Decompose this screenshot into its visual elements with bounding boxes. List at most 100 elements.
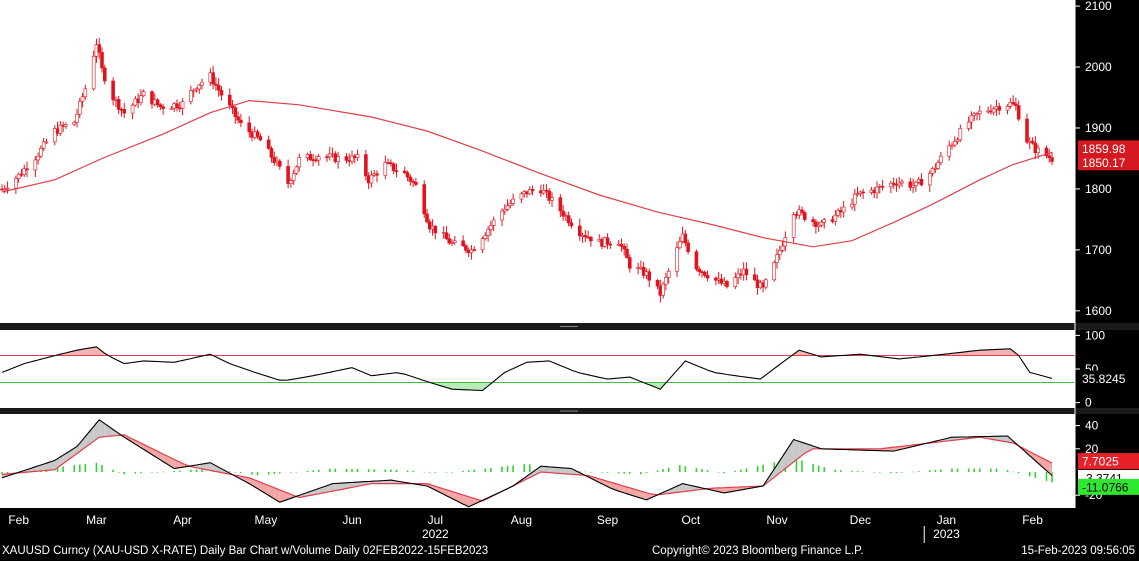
price-bar-body <box>947 145 952 157</box>
price-bar-body <box>291 173 296 181</box>
price-bar-body <box>911 185 915 188</box>
price-bar-body <box>725 281 729 287</box>
macd-histogram-bar <box>862 471 864 473</box>
macd-crossover-fill <box>565 468 569 475</box>
price-bar-body <box>705 275 710 279</box>
price-bar-body <box>375 173 379 176</box>
macd-crossover-fill <box>682 483 686 492</box>
price-bar-body <box>64 124 68 127</box>
macd-histogram-bar <box>1 472 3 475</box>
price-bar-body <box>569 222 574 227</box>
macd-crossover-fill <box>349 482 352 488</box>
price-bar-body <box>683 233 688 244</box>
macd-histogram-bar <box>934 469 937 473</box>
price-bar-body <box>930 168 935 174</box>
price-bar-body <box>447 238 452 244</box>
price-bar-body <box>489 225 493 230</box>
price-bar-body <box>897 182 902 186</box>
price-bar-body <box>219 89 224 96</box>
macd-histogram-bar <box>84 463 87 473</box>
price-bar-body <box>255 131 260 137</box>
price-bar-body <box>772 262 777 281</box>
macd-crossover-fill <box>446 489 450 498</box>
macd-histogram-bar <box>140 472 142 474</box>
price-axis-label: 2100 <box>1085 0 1112 13</box>
y-axis: 1600170018001900200021000501004020-20185… <box>1074 0 1139 508</box>
macd-histogram-bar <box>445 472 448 473</box>
price-bar-body <box>958 128 963 141</box>
price-bar-body <box>833 214 838 222</box>
rsi-line <box>1 346 1053 392</box>
macd-histogram-bar <box>278 472 281 474</box>
macd-histogram-bar <box>890 472 892 474</box>
price-bar-body <box>111 80 115 101</box>
chart-footer: XAUUSD Curncy (XAU-USD X-RATE) Daily Bar… <box>0 543 1139 561</box>
macd-histogram-bar <box>1034 472 1037 478</box>
price-bar-body <box>627 257 632 269</box>
macd-histogram-bar <box>823 467 826 473</box>
macd-histogram-bar <box>328 468 331 473</box>
price-bar-body <box>427 221 432 230</box>
price-bar-body <box>1050 157 1054 162</box>
macd-histogram-bar <box>523 464 526 473</box>
macd-histogram-bar <box>706 470 709 473</box>
price-bar-body <box>277 160 282 167</box>
price-bar-body <box>236 116 240 121</box>
macd-histogram-bar <box>834 469 837 473</box>
price-bar-body <box>861 191 865 194</box>
macd-crossover-fill <box>796 440 800 460</box>
macd-crossover-fill <box>315 488 319 495</box>
histogram-value-tag: -11.0766 <box>1078 478 1139 495</box>
macd-crossover-fill <box>677 484 680 493</box>
price-bar-body <box>41 141 46 149</box>
macd-crossover-fill <box>352 482 355 488</box>
macd-crossover-fill <box>646 492 650 500</box>
macd-crossover-fill <box>621 485 625 493</box>
macd-histogram-bar <box>156 472 159 473</box>
price-bar-body <box>286 166 290 184</box>
macd-histogram-bar <box>73 465 76 473</box>
price-bar-body <box>550 197 554 201</box>
price-bar-body <box>566 215 571 224</box>
month-label: Dec <box>850 513 871 527</box>
macd-crossover-fill <box>890 447 894 452</box>
price-bar-body <box>1008 101 1013 107</box>
price-bar-body <box>880 185 885 188</box>
price-bar-body <box>1016 105 1021 120</box>
macd-histogram-bar <box>912 471 914 473</box>
macd-crossover-fill <box>40 464 44 471</box>
macd-crossover-fill <box>627 487 630 495</box>
macd-crossover-fill <box>552 467 561 474</box>
price-bar-body <box>5 187 10 190</box>
price-bar-body <box>325 156 329 159</box>
macd-histogram-bar <box>723 472 726 474</box>
macd-histogram-bar <box>1006 470 1009 473</box>
price-bar-body <box>836 210 840 216</box>
price-bar-body <box>511 198 515 204</box>
price-bar-body <box>52 128 57 143</box>
macd-histogram-bar <box>273 472 276 474</box>
macd-histogram-bar <box>290 472 292 473</box>
macd-histogram-bar <box>312 470 314 473</box>
macd-histogram-bar <box>1017 472 1020 474</box>
macd-axis-label: 20 <box>1085 442 1099 456</box>
macd-histogram-bar <box>334 468 337 473</box>
macd-crossover-fill <box>157 451 161 460</box>
macd-histogram-bar <box>967 468 970 473</box>
price-bar-body <box>355 154 360 159</box>
macd-histogram-bar <box>623 472 626 474</box>
price-bar-body <box>389 162 393 165</box>
macd-histogram-bar <box>951 468 953 473</box>
macd-crossover-fill <box>335 483 339 491</box>
price-bar-body <box>622 245 627 250</box>
price-bar-body <box>266 139 271 149</box>
macd-histogram-bar <box>434 472 437 473</box>
price-bar-body <box>686 242 690 252</box>
price-bar-body <box>875 186 879 194</box>
price-bar-body <box>955 139 960 142</box>
price-axis-label: 1900 <box>1085 121 1112 135</box>
macd-crossover-fill <box>60 455 64 466</box>
month-label: Apr <box>173 513 192 527</box>
price-bar-body <box>530 189 535 192</box>
macd-histogram-bar <box>412 470 414 473</box>
